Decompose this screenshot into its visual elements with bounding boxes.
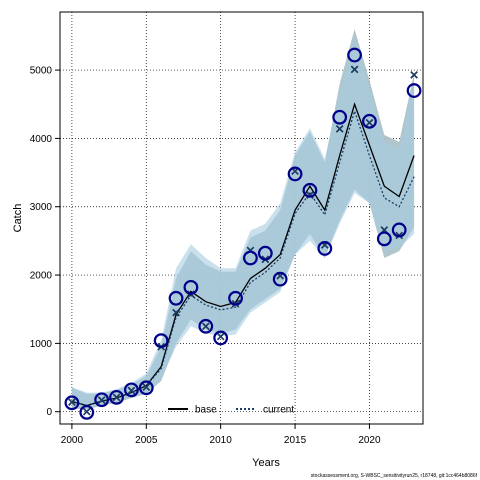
y-tick-label: 4000 (30, 134, 53, 145)
expected-point-current (68, 398, 76, 406)
axes: 2000 2005 2010 2015 2020 0 1000 2000 3000 4000 500… (30, 66, 381, 446)
observed-point (138, 380, 154, 396)
x-tick-label: 2005 (135, 435, 158, 446)
observed-point (198, 318, 214, 334)
footer-credit: stockassessment.org, S-WBSC_sensitivityr… (311, 473, 478, 479)
expected-point-current (142, 383, 151, 391)
data-markers (64, 47, 422, 420)
expected-point-current (172, 308, 180, 317)
y-tick-label: 3000 (30, 202, 53, 213)
x-tick-label: 2000 (61, 435, 84, 446)
observed-point (153, 333, 169, 349)
expected-point-current (127, 386, 136, 395)
observed-point (213, 330, 229, 346)
legend-label-base: base (195, 405, 217, 416)
x-axis-title: Years (252, 457, 280, 469)
x-tick-label: 2010 (210, 435, 233, 446)
observed-point (332, 109, 348, 125)
observed-point (317, 241, 333, 256)
observed-point (168, 290, 184, 306)
legend: base current (168, 405, 294, 416)
expected-point-current (410, 71, 418, 79)
expected-point-current (216, 332, 225, 341)
observed-point (64, 395, 80, 411)
y-tick-label: 5000 (30, 66, 53, 77)
legend-label-current: current (263, 405, 294, 416)
y-tick-label: 2000 (30, 271, 53, 282)
observed-point (257, 245, 273, 261)
observed-point (79, 404, 95, 420)
observed-point (347, 47, 362, 63)
observed-point (272, 271, 288, 287)
y-axis-title: Catch (12, 204, 24, 233)
expected-point-current (350, 65, 359, 74)
plot-frame (59, 11, 424, 425)
x-tick-label: 2015 (284, 435, 307, 446)
observed-point (94, 392, 110, 408)
expected-point-current (202, 322, 210, 331)
observed-point (243, 250, 258, 266)
x-tick-label: 2020 (358, 435, 381, 446)
y-tick-label: 0 (46, 407, 52, 418)
expected-point-current (83, 407, 91, 416)
expected-point-current (335, 125, 344, 133)
observed-point (183, 279, 199, 295)
observed-point (109, 389, 124, 405)
observed-point (228, 290, 243, 306)
grid (60, 12, 423, 424)
expected-point-current (112, 393, 121, 402)
observed-point (376, 231, 392, 247)
observed-point (287, 166, 303, 182)
expected-point-current (365, 118, 374, 127)
expected-point-current (97, 396, 106, 404)
observed-point (362, 113, 377, 129)
observed-point (391, 222, 407, 238)
observed-point (406, 83, 422, 98)
observed-point (302, 182, 318, 198)
observed-point (124, 382, 139, 398)
y-tick-label: 1000 (30, 339, 53, 350)
